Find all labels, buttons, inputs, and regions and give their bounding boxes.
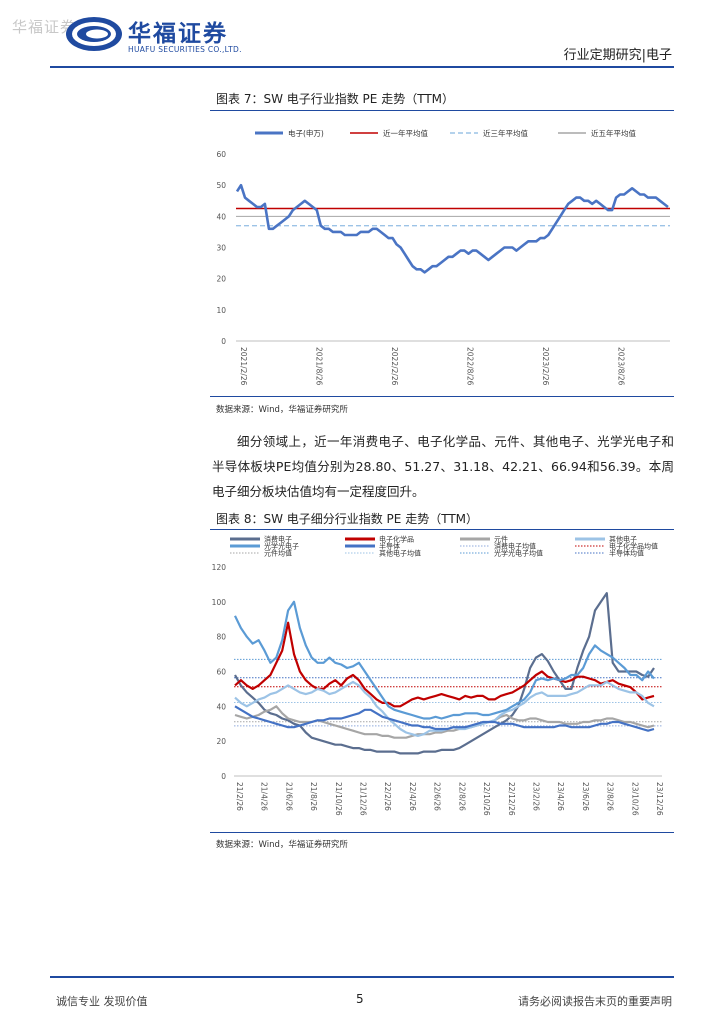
x-tick-label: 22/4/26	[408, 782, 417, 811]
legend-label-4: 近五年平均值	[591, 128, 636, 138]
company-logo	[66, 17, 122, 51]
legend-label-8: 电子化学品均值	[609, 542, 658, 551]
legend-label-6: 半导体	[379, 542, 400, 551]
legend-label-7: 消费电子均值	[494, 542, 536, 551]
y-tick-label: 20	[216, 737, 226, 746]
legend-label-5: 光学光电子	[264, 542, 299, 551]
figure7-title: 图表 7：SW 电子行业指数 PE 走势（TTM）	[216, 92, 454, 106]
legend-label-9: 元件均值	[264, 549, 292, 558]
x-tick-label: 23/10/26	[630, 782, 639, 816]
x-tick-label: 21/12/26	[359, 782, 368, 816]
legend-label-1: 电子(申万)	[288, 128, 324, 138]
watermark-text: 华福证券	[12, 18, 77, 36]
legend-label-12: 半导体均值	[609, 549, 644, 558]
series-line	[234, 592, 655, 755]
x-tick-label: 23/12/26	[655, 782, 664, 816]
footer-divider	[50, 976, 674, 978]
x-tick-label: 2021/2/26	[239, 347, 248, 386]
x-tick-label: 22/6/26	[433, 782, 442, 811]
x-tick-label: 21/2/26	[235, 782, 244, 811]
y-tick-label: 50	[216, 181, 226, 190]
figure8-source: 数据来源：Wind，华福证券研究所	[216, 840, 348, 850]
y-tick-label: 40	[216, 212, 226, 221]
x-tick-label: 2021/8/26	[315, 347, 324, 386]
footer-slogan: 诚信专业 发现价值	[56, 995, 148, 1008]
figure7-bottom-rule	[210, 396, 674, 397]
page-number: 5	[356, 992, 364, 1006]
figure8-bottom-rule	[210, 832, 674, 833]
x-tick-label: 2022/2/26	[390, 347, 399, 386]
series-line	[234, 705, 655, 732]
body-paragraph: 细分领域上，近一年消费电子、电子化学品、元件、其他电子、光学光电子和半导体板块P…	[212, 434, 674, 499]
header-divider	[50, 66, 674, 68]
logo-english-name: HUAFU SECURITIES CO.,LTD.	[128, 45, 242, 54]
y-tick-label: 20	[216, 275, 226, 284]
footer-disclaimer: 请务必阅读报告末页的重要声明	[518, 995, 672, 1008]
legend-label-3: 近三年平均值	[483, 128, 528, 138]
figure8-top-rule	[210, 529, 674, 530]
y-tick-label: 40	[216, 702, 226, 711]
x-tick-label: 21/8/26	[309, 782, 318, 811]
report-type: 行业定期研究|电子	[563, 48, 672, 63]
x-tick-label: 23/4/26	[556, 782, 565, 811]
y-tick-label: 120	[212, 563, 227, 572]
legend-label-11: 光学光电子均值	[494, 549, 543, 558]
series-line-electronics	[235, 183, 669, 274]
x-tick-label: 22/8/26	[457, 782, 466, 811]
series-line	[234, 680, 655, 737]
legend-label-10: 其他电子均值	[379, 549, 421, 558]
x-tick-label: 2023/8/26	[617, 347, 626, 386]
y-tick-label: 0	[221, 772, 226, 781]
logo-chinese-name: 华福证券	[128, 21, 228, 47]
figure7-top-rule	[210, 110, 674, 111]
y-tick-label: 80	[216, 633, 226, 642]
y-tick-label: 60	[216, 668, 226, 677]
series-line	[234, 705, 655, 739]
x-tick-label: 2023/2/26	[541, 347, 550, 386]
y-tick-label: 100	[212, 598, 227, 607]
x-tick-label: 22/12/26	[507, 782, 516, 816]
x-tick-label: 22/10/26	[482, 782, 491, 816]
figure8-title: 图表 8：SW 电子细分行业指数 PE 走势（TTM）	[216, 512, 478, 526]
figure7-source: 数据来源：Wind，华福证券研究所	[216, 405, 348, 415]
x-tick-label: 23/2/26	[531, 782, 540, 811]
x-tick-label: 22/2/26	[383, 782, 392, 811]
y-tick-label: 10	[216, 306, 226, 315]
legend-label-4: 其他电子	[609, 535, 637, 544]
series-line	[234, 621, 655, 708]
legend-label-3: 元件	[494, 535, 508, 544]
y-tick-label: 60	[216, 150, 226, 159]
legend-label-1: 消费电子	[264, 535, 292, 544]
x-tick-label: 21/10/26	[334, 782, 343, 816]
x-tick-label: 21/4/26	[260, 782, 269, 811]
x-tick-label: 21/6/26	[284, 782, 293, 811]
series-line	[234, 600, 655, 720]
x-tick-label: 23/6/26	[581, 782, 590, 811]
y-tick-label: 30	[216, 244, 226, 253]
figure7-chart: 电子(申万) 近一年平均值 近三年平均值 近五年平均值 0 10 20 30 40 50 60 202…	[216, 128, 670, 386]
x-tick-label: 2022/8/26	[466, 347, 475, 386]
x-tick-label: 23/8/26	[606, 782, 615, 811]
y-tick-label: 0	[221, 337, 226, 346]
legend-label-2: 近一年平均值	[383, 128, 428, 138]
legend-label-2: 电子化学品	[379, 535, 414, 544]
